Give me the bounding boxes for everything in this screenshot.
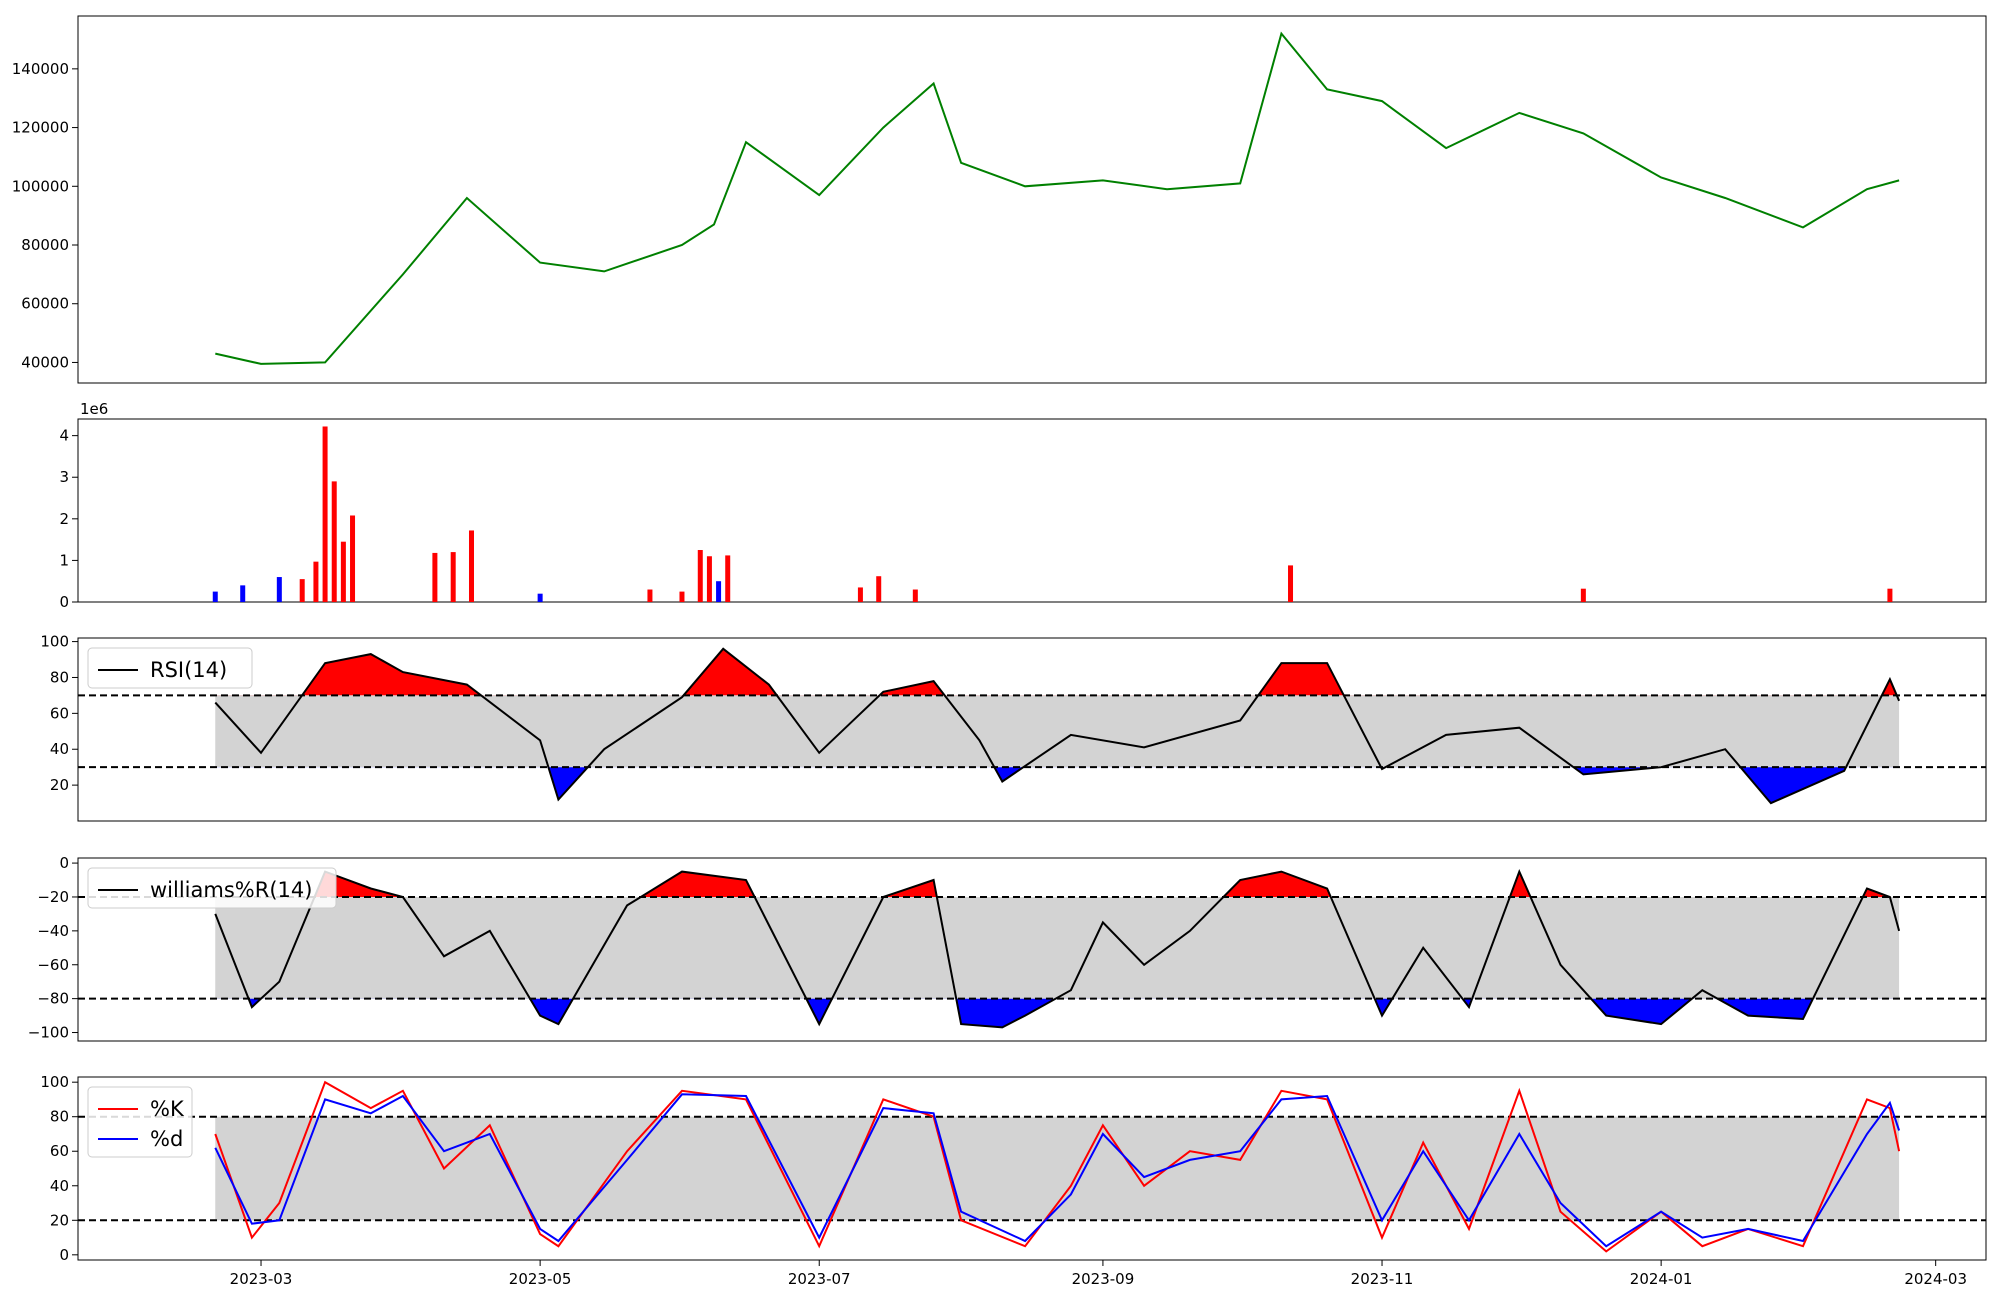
volume-bar — [322, 426, 328, 602]
stochastic-panel: 0 20 40 60 80 100 %K %d 2023-03 2023-05 2023-07 202… — [40, 1073, 1987, 1288]
williams-oversold-fill — [215, 998, 1900, 1028]
rsi-plot-frame — [77, 637, 1987, 822]
x-tick-label: 2024-03 — [1904, 1270, 1967, 1288]
volume-bar — [537, 593, 543, 602]
volume-bar — [706, 556, 712, 602]
williams-legend-label: williams%R(14) — [150, 878, 312, 902]
williams-ytick-label: −40 — [37, 922, 69, 940]
rsi-legend-box — [87, 647, 253, 689]
price-ytick-label: 120000 — [12, 119, 69, 137]
volume-panel: 1e6 0 1 2 3 4 — [59, 400, 1987, 611]
williams-plot-frame — [77, 857, 1987, 1042]
rsi-overbought-fill — [215, 648, 1900, 696]
rsi-legend-label: RSI(14) — [150, 658, 227, 682]
rsi-line — [214, 647, 1901, 805]
volume-bar — [276, 577, 282, 602]
stochastic-ytick-label: 20 — [50, 1211, 69, 1229]
stochastic-plot-frame — [77, 1076, 1987, 1261]
price-ytick-label: 40000 — [21, 353, 69, 371]
volume-bar — [876, 576, 882, 602]
volume-bar — [1887, 588, 1893, 602]
stochastic-ytick-label: 60 — [50, 1142, 69, 1160]
volume-bar — [725, 555, 731, 602]
stochastic-legend-label: %K — [150, 1097, 185, 1121]
price-panel: 40000 60000 80000 100000 120000 140000 — [12, 15, 1987, 384]
stochastic-ytick-label: 40 — [50, 1177, 69, 1195]
volume-bar — [1580, 588, 1586, 602]
volume-ytick-label: 3 — [59, 468, 69, 486]
rsi-ytick-label: 60 — [50, 704, 69, 722]
volume-ytick-label: 1 — [59, 551, 69, 569]
x-tick-label: 2023-11 — [1351, 1270, 1414, 1288]
volume-bar — [432, 552, 438, 602]
volume-bar — [857, 587, 863, 602]
x-tick-label: 2024-01 — [1630, 1270, 1693, 1288]
volume-ytick-label: 2 — [59, 510, 69, 528]
volume-bar — [697, 550, 703, 602]
rsi-neutral-band — [215, 695, 1900, 768]
rsi-ytick-label: 20 — [50, 776, 69, 794]
x-tick-label: 2023-03 — [230, 1270, 293, 1288]
stochastic-ytick-label: 80 — [50, 1108, 69, 1126]
price-ytick-label: 140000 — [12, 60, 69, 78]
williams-ytick-label: −100 — [28, 1024, 69, 1042]
price-plot-frame — [77, 15, 1987, 384]
williams-overbought-fill — [314, 871, 1890, 897]
rsi-panel: 20 40 60 80 100 RSI(14) — [40, 633, 1987, 822]
volume-bar — [299, 579, 305, 602]
williams-ytick-label: −80 — [37, 990, 69, 1008]
volume-bar — [716, 581, 722, 602]
stochastic-legend-label: %d — [150, 1127, 183, 1151]
williams-neutral-band — [215, 896, 1900, 999]
stochastic-ytick-label: 0 — [59, 1246, 69, 1264]
williams-ytick-label: −20 — [37, 888, 69, 906]
volume-bar — [212, 591, 218, 602]
volume-bar — [450, 552, 456, 602]
x-tick-label: 2023-05 — [509, 1270, 572, 1288]
volume-bar — [331, 481, 337, 602]
williams-legend-box — [87, 867, 337, 909]
volume-bar — [350, 515, 356, 602]
volume-bar — [340, 541, 346, 602]
volume-bar — [240, 585, 246, 602]
price-ytick-label: 60000 — [21, 295, 69, 313]
x-tick-label: 2023-07 — [788, 1270, 851, 1288]
price-line — [215, 31, 1900, 365]
rsi-ytick-label: 40 — [50, 740, 69, 758]
price-ytick-label: 100000 — [12, 177, 69, 195]
volume-bar — [313, 561, 319, 602]
volume-bar — [912, 589, 918, 602]
volume-ytick-label: 0 — [59, 593, 69, 611]
volume-bar — [1288, 565, 1294, 602]
stochastic-ytick-label: 100 — [40, 1073, 69, 1091]
williams-ytick-label: 0 — [59, 854, 69, 872]
rsi-ytick-label: 100 — [40, 633, 69, 651]
volume-bar — [647, 589, 653, 602]
volume-ytick-label: 4 — [59, 427, 69, 445]
williams-ytick-label: −60 — [37, 956, 69, 974]
volume-bar — [468, 530, 474, 602]
williams-panel: −100 −80 −60 −40 −20 0 williams%R(14) — [28, 854, 1987, 1042]
rsi-ytick-label: 80 — [50, 668, 69, 686]
williams-line — [214, 868, 1901, 1029]
x-tick-label: 2023-09 — [1072, 1270, 1135, 1288]
volume-plot-frame — [77, 418, 1987, 603]
volume-bar — [679, 591, 685, 602]
volume-offset-text: 1e6 — [80, 400, 108, 418]
price-ytick-label: 80000 — [21, 236, 69, 254]
stochastic-d-line — [214, 1093, 1901, 1248]
